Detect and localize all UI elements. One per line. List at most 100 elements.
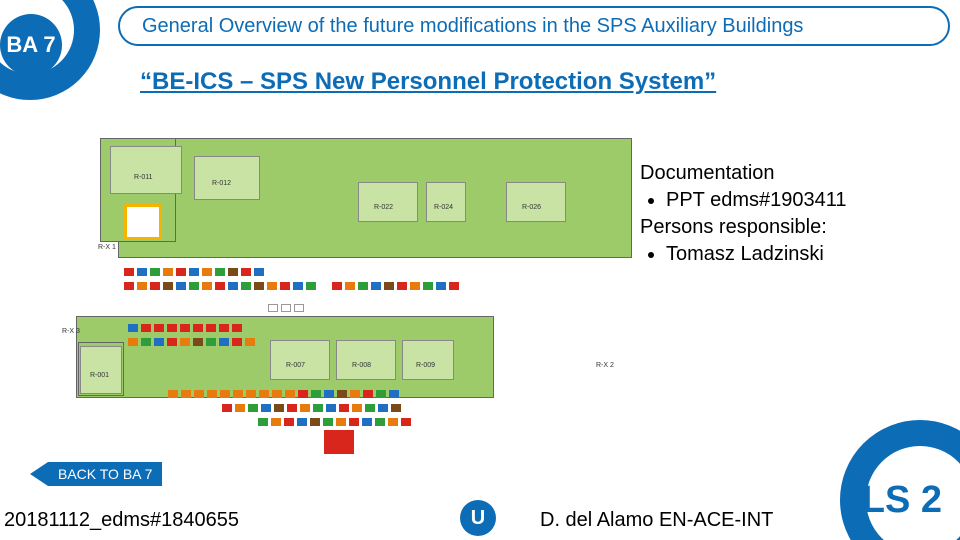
rack [189, 268, 199, 276]
rack [410, 282, 420, 290]
rack [246, 390, 256, 398]
rack [220, 390, 230, 398]
rack [163, 268, 173, 276]
room-label: R-X 2 [596, 362, 614, 369]
rack [449, 282, 459, 290]
rack [376, 390, 386, 398]
rack [154, 324, 164, 332]
room [270, 340, 330, 380]
logo-icon: U [460, 500, 496, 536]
rack [206, 338, 216, 346]
rack [202, 268, 212, 276]
rack [207, 390, 217, 398]
highlight-box [124, 204, 162, 240]
rack [306, 282, 316, 290]
rack [350, 390, 360, 398]
rack [274, 404, 284, 412]
rack [284, 418, 294, 426]
rack [287, 404, 297, 412]
rack [378, 404, 388, 412]
rack [141, 324, 151, 332]
rack [261, 404, 271, 412]
back-arrow-icon [30, 462, 48, 486]
rack [215, 282, 225, 290]
rack [268, 304, 278, 312]
rack [324, 390, 334, 398]
doc-heading: Documentation [640, 160, 930, 187]
rack [176, 268, 186, 276]
rack [189, 282, 199, 290]
footer-reference: 20181112_edms#1840655 [4, 509, 239, 532]
room [80, 346, 122, 394]
rack [375, 418, 385, 426]
rack [297, 418, 307, 426]
ls2-badge: LS 2 [862, 479, 942, 522]
rack [194, 390, 204, 398]
rack [137, 268, 147, 276]
room-label: R-X 1 [98, 244, 116, 251]
person-item: Tomasz Ladzinski [666, 241, 930, 268]
rack [310, 418, 320, 426]
rack [298, 390, 308, 398]
rack [193, 338, 203, 346]
rack [389, 390, 399, 398]
room-label: R-008 [352, 362, 371, 369]
rack [124, 282, 134, 290]
room [110, 146, 182, 194]
title-text: General Overview of the future modificat… [142, 15, 803, 38]
rack [365, 404, 375, 412]
rack [436, 282, 446, 290]
room-label: R-024 [434, 204, 453, 211]
documentation-block: Documentation PPT edms#1903411 Persons r… [640, 160, 930, 268]
rack [337, 390, 347, 398]
rack [163, 282, 173, 290]
rack [254, 268, 264, 276]
rack [248, 404, 258, 412]
rack [222, 404, 232, 412]
rack-row [168, 390, 399, 398]
rack [141, 338, 151, 346]
back-button[interactable]: BACK TO BA 7 [30, 462, 162, 486]
floorplan-diagram: R-X 1R-011R-012R-022R-024R-026R-X 3R-001… [34, 128, 634, 454]
rack-row [124, 268, 264, 276]
rack [293, 282, 303, 290]
rack-row [124, 282, 316, 290]
rack [371, 282, 381, 290]
rack [281, 304, 291, 312]
room-label: R-001 [90, 372, 109, 379]
rack [388, 418, 398, 426]
page-title: General Overview of the future modificat… [118, 6, 950, 46]
doc-item: PPT edms#1903411 [666, 187, 930, 214]
room-label: R-009 [416, 362, 435, 369]
rack [180, 324, 190, 332]
rack [232, 324, 242, 332]
rack [219, 338, 229, 346]
rack [294, 304, 304, 312]
room [194, 156, 260, 200]
rack [384, 282, 394, 290]
rack [167, 338, 177, 346]
room-label: R-011 [134, 174, 153, 181]
rack-row [128, 324, 242, 332]
rack [401, 418, 411, 426]
room-label: R-026 [522, 204, 541, 211]
room [506, 182, 566, 222]
room-label: R-X 3 [62, 328, 80, 335]
room-label: R-012 [212, 180, 231, 187]
rack [232, 338, 242, 346]
rack [241, 268, 251, 276]
room-label: R-007 [286, 362, 305, 369]
rack [228, 268, 238, 276]
rack-row [332, 282, 459, 290]
rack [259, 390, 269, 398]
rack [219, 324, 229, 332]
rack [267, 282, 277, 290]
rack [124, 268, 134, 276]
rack [332, 282, 342, 290]
rack [326, 404, 336, 412]
rack [193, 324, 203, 332]
rack [336, 418, 346, 426]
rack [137, 282, 147, 290]
rack [363, 390, 373, 398]
rack [241, 282, 251, 290]
